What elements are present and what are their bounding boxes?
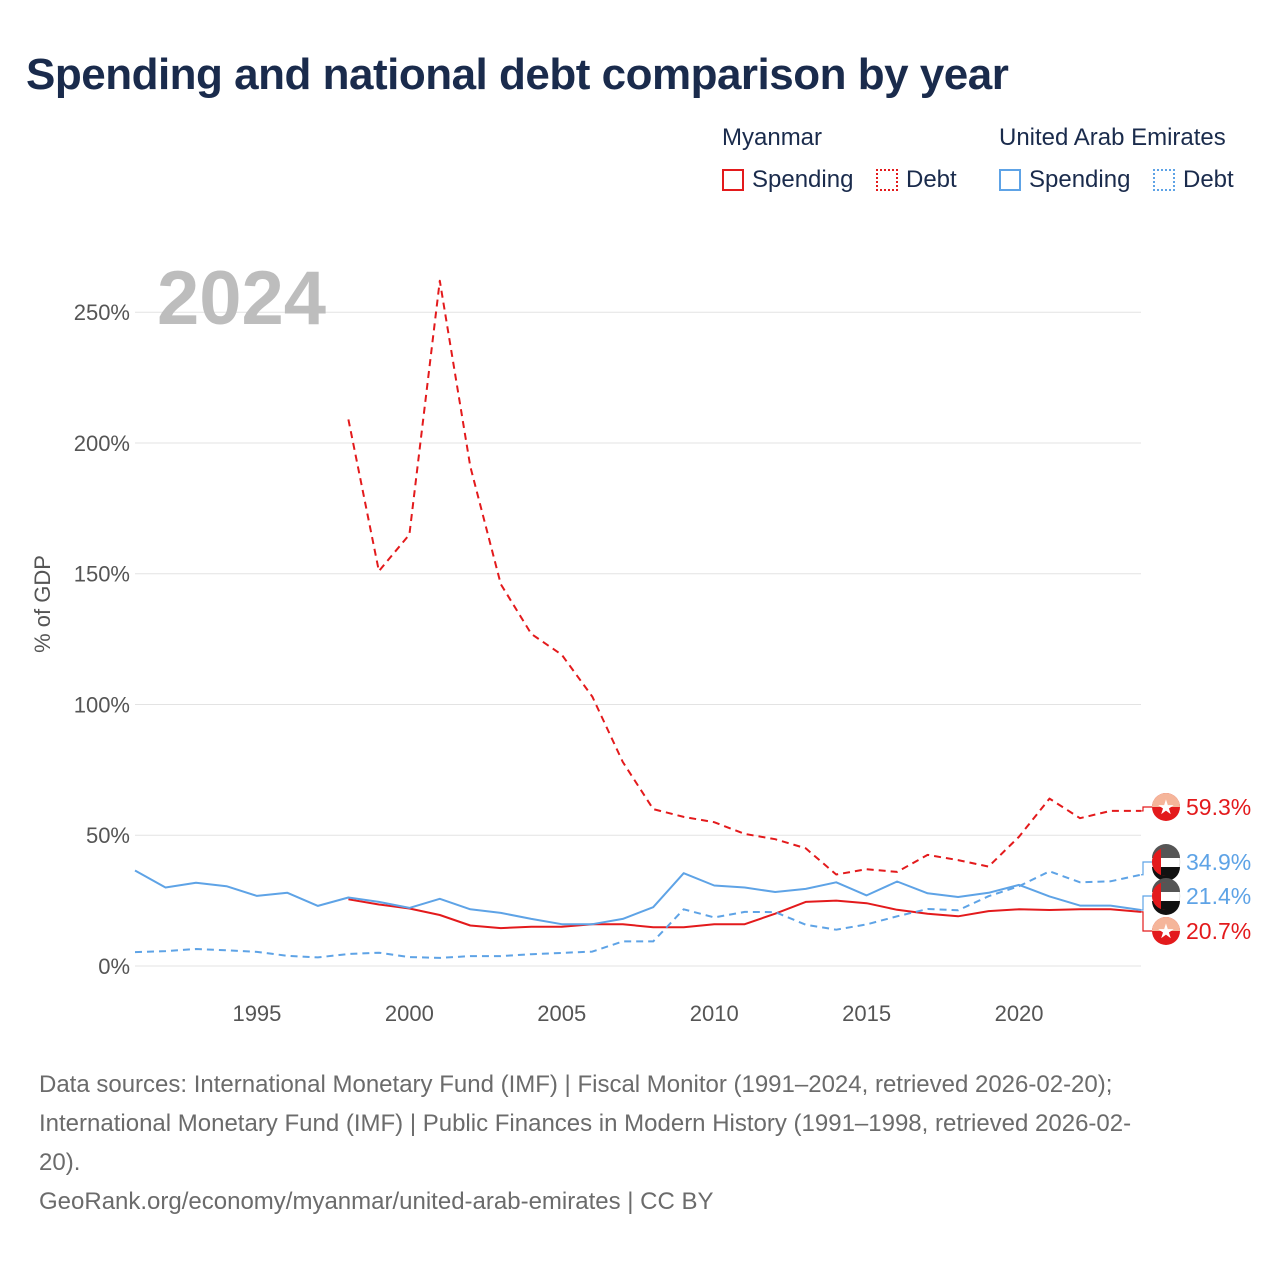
x-tick-label: 2005 [537,1001,586,1026]
legend-label: Spending [752,166,854,193]
end-label-connector [1141,911,1152,932]
legend-item-uae-spending[interactable]: Spending [999,166,1130,194]
legend-swatch-solid [722,169,744,191]
series-line-myanmar-debt[interactable] [347,279,1141,876]
y-tick-label: 100% [74,692,130,717]
end-label-connector [1141,806,1152,812]
uae-flag-icon [1151,844,1181,881]
footer-source-line-1: Data sources: International Monetary Fun… [39,1071,1113,1098]
x-tick-label: 1995 [232,1001,281,1026]
x-tick-label: 2000 [385,1001,434,1026]
footer-source-line-2: International Monetary Fund (IMF) | Publ… [39,1110,1132,1137]
end-value-label: 34.9% [1186,849,1251,875]
svg-text:★: ★ [1157,919,1175,943]
x-tick-label: 2015 [842,1001,891,1026]
legend-group-title-myanmar: Myanmar [722,124,823,151]
series-line-myanmar-spending[interactable] [348,898,1142,930]
chart-title: Spending and national debt comparison by… [26,50,1009,99]
legend-group-title-uae: United Arab Emirates [999,124,1226,151]
series-line-united-arab-emirates-debt[interactable] [134,870,1142,959]
legend-swatch-dotted [1153,169,1175,191]
legend-swatch-solid [999,169,1021,191]
end-value-label: 20.7% [1186,918,1251,944]
uae-flag-icon [1151,878,1181,915]
y-axis-title: % of GDP [30,555,55,653]
x-tick-label: 2010 [690,1001,739,1026]
legend-swatch-dotted [876,169,898,191]
end-label-connector [1141,861,1152,876]
y-tick-label: 150% [74,562,130,587]
legend-label: Spending [1029,166,1131,193]
end-value-label: 21.4% [1186,883,1251,909]
myanmar-flag-icon: ★ [1152,917,1180,945]
footer-source-line-3: 20). [39,1149,81,1176]
x-tick-label: 2020 [995,1001,1044,1026]
legend-item-uae-debt[interactable]: Debt [1153,166,1234,194]
myanmar-flag-icon: ★ [1152,793,1180,821]
y-tick-label: 200% [74,431,130,456]
end-label-connector [1141,895,1152,911]
footer-attribution[interactable]: GeoRank.org/economy/myanmar/united-arab-… [39,1188,714,1215]
y-tick-label: 250% [74,300,130,325]
end-value-label: 59.3% [1186,794,1251,820]
series-line-united-arab-emirates-spending[interactable] [134,869,1142,926]
legend-item-myanmar-spending[interactable]: Spending [722,166,853,194]
year-watermark: 2024 [157,256,326,341]
legend-item-myanmar-debt[interactable]: Debt [876,166,957,194]
legend-label: Debt [1183,166,1234,193]
y-tick-label: 0% [98,954,130,979]
y-tick-label: 50% [86,823,130,848]
legend-label: Debt [906,166,957,193]
svg-text:★: ★ [1157,795,1175,819]
